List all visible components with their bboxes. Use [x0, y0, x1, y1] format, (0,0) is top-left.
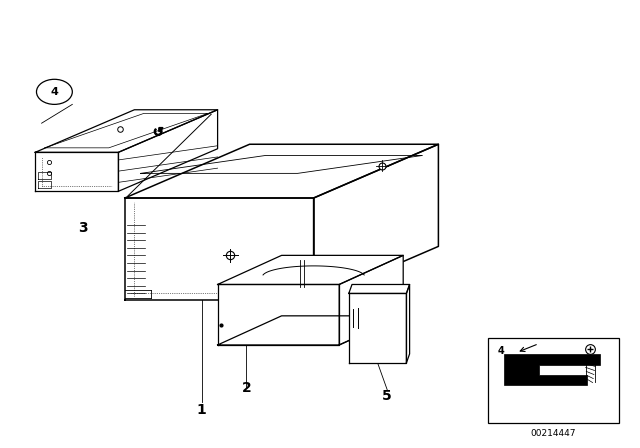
Polygon shape — [218, 316, 403, 345]
Polygon shape — [339, 255, 403, 345]
Text: 4: 4 — [51, 87, 58, 97]
Text: 3: 3 — [78, 221, 88, 236]
Bar — [488, 338, 619, 423]
Text: 1: 1 — [196, 403, 207, 417]
Text: 5: 5 — [382, 389, 392, 404]
Polygon shape — [314, 144, 438, 300]
Text: 00214447: 00214447 — [531, 429, 576, 438]
Polygon shape — [504, 354, 600, 385]
Polygon shape — [35, 152, 118, 191]
Polygon shape — [35, 110, 218, 152]
Polygon shape — [218, 284, 339, 345]
Polygon shape — [118, 110, 218, 191]
Polygon shape — [349, 284, 410, 293]
Polygon shape — [218, 255, 403, 284]
Circle shape — [36, 79, 72, 104]
Polygon shape — [406, 284, 410, 363]
Text: 2: 2 — [241, 381, 252, 396]
Text: 4: 4 — [497, 346, 504, 356]
Polygon shape — [349, 293, 406, 363]
Polygon shape — [125, 144, 438, 198]
Polygon shape — [125, 198, 314, 300]
